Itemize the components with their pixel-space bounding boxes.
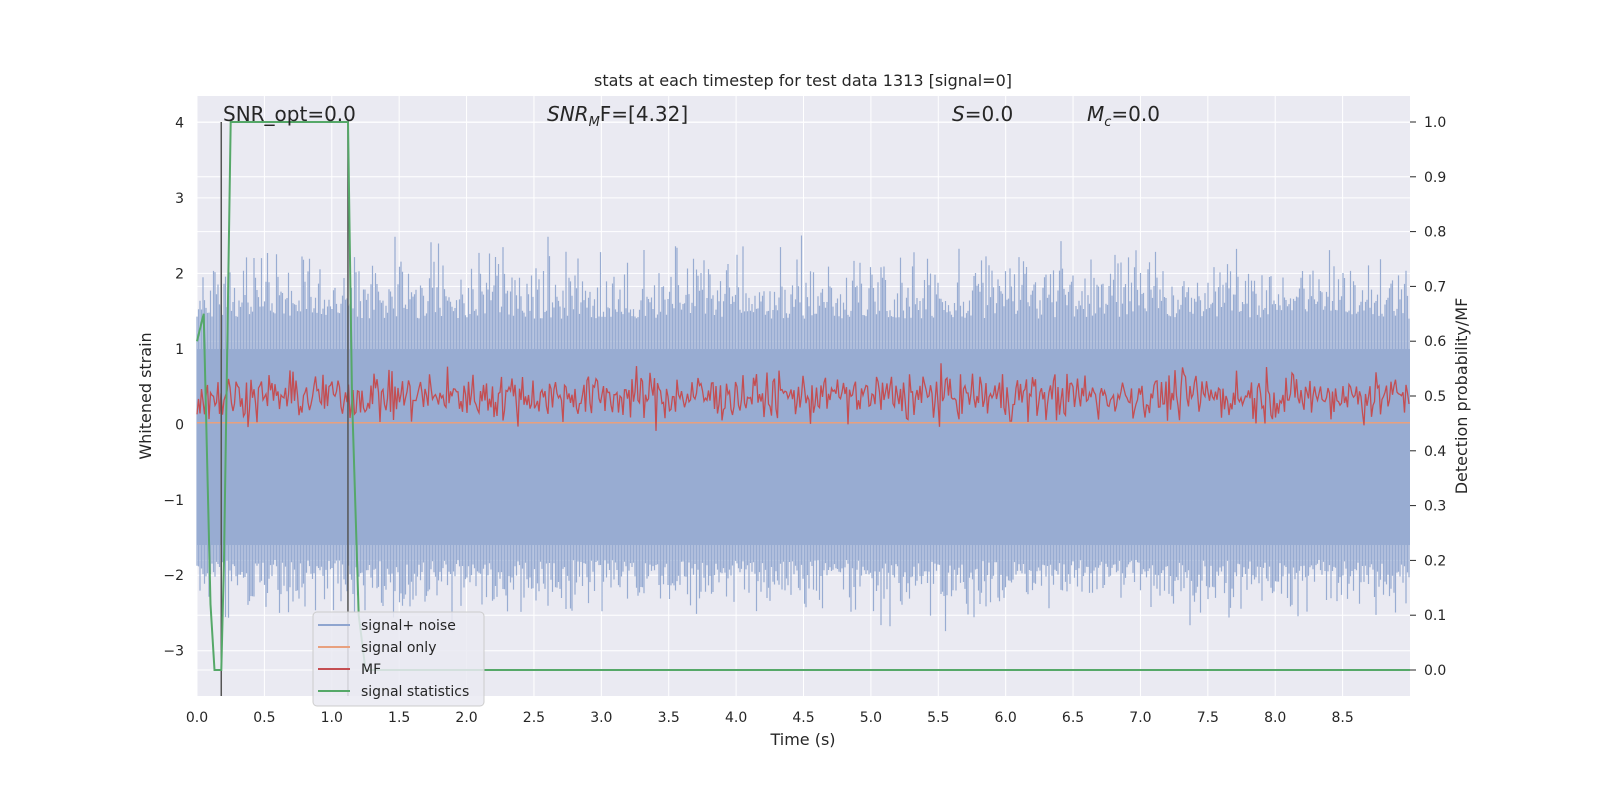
x-tick-label: 2.5 bbox=[523, 710, 545, 726]
annotation-s: S=0.0 bbox=[952, 102, 1013, 126]
annotation-mc-subscript: c bbox=[1104, 115, 1111, 130]
legend-label-signal-noise: signal+ noise bbox=[361, 618, 456, 634]
x-axis-label: Time (s) bbox=[769, 730, 835, 749]
y-left-tick-label: −1 bbox=[163, 493, 184, 509]
annotation-s-value: =0.0 bbox=[965, 102, 1014, 126]
y-left-axis-label: Whitened strain bbox=[136, 332, 155, 459]
x-tick-label: 4.5 bbox=[792, 710, 814, 726]
x-tick-label: 6.5 bbox=[1062, 710, 1084, 726]
annotation-snr-mf: SNRMF=[4.32] bbox=[547, 102, 688, 130]
y-left-tick-label: 0 bbox=[175, 417, 184, 433]
y-right-tick-label: 0.1 bbox=[1424, 608, 1446, 624]
annotation-mc-symbol: M bbox=[1087, 102, 1104, 126]
x-tick-label: 8.5 bbox=[1331, 710, 1353, 726]
y-right-axis-label: Detection probability/MF bbox=[1452, 298, 1471, 495]
y-right-axis-ticks: 1.0 0.9 0.8 0.7 0.6 0.5 0.4 0.3 0.2 0.1 0.0 bbox=[1410, 115, 1446, 679]
x-tick-label: 7.0 bbox=[1129, 710, 1151, 726]
legend-label-signal-only: signal only bbox=[361, 640, 436, 656]
y-left-tick-label: 4 bbox=[175, 115, 184, 131]
annotation-snr-mf-subscript: M bbox=[589, 115, 600, 130]
x-tick-label: 6.0 bbox=[995, 710, 1017, 726]
x-tick-label: 5.0 bbox=[860, 710, 882, 726]
y-right-tick-label: 0.7 bbox=[1424, 279, 1446, 295]
x-tick-label: 0.5 bbox=[253, 710, 275, 726]
y-left-axis-ticks: 4 3 2 1 0 −1 −2 −3 bbox=[163, 115, 184, 659]
y-right-tick-label: 0.0 bbox=[1424, 663, 1446, 679]
y-left-tick-label: −2 bbox=[163, 568, 184, 584]
x-tick-label: 1.5 bbox=[388, 710, 410, 726]
x-tick-label: 4.0 bbox=[725, 710, 747, 726]
x-tick-label: 3.5 bbox=[658, 710, 680, 726]
annotation-snr-opt: SNR_opt=0.0 bbox=[223, 102, 356, 126]
x-tick-label: 1.0 bbox=[321, 710, 343, 726]
y-right-tick-label: 0.9 bbox=[1424, 170, 1446, 186]
x-tick-label: 0.0 bbox=[186, 710, 208, 726]
signal-statistics-series bbox=[196, 121, 1410, 671]
y-right-tick-label: 0.4 bbox=[1424, 444, 1446, 460]
mf-series bbox=[196, 363, 1410, 431]
x-axis-ticks: 0.0 0.5 1.0 1.5 2.0 2.5 3.0 3.5 4.0 4.5 5.0 5.5 6.0 6… bbox=[186, 710, 1354, 726]
legend: signal+ noise signal only MF signal stat… bbox=[312, 611, 485, 707]
y-right-tick-label: 0.2 bbox=[1424, 553, 1446, 569]
vertical-markers bbox=[220, 122, 349, 696]
y-left-tick-label: 1 bbox=[175, 342, 184, 358]
y-left-tick-label: −3 bbox=[163, 644, 184, 660]
y-right-tick-label: 0.6 bbox=[1424, 334, 1446, 350]
annotation-snr-mf-value: F=[4.32] bbox=[600, 102, 688, 126]
annotation-snr-mf-symbol: SNR bbox=[547, 102, 589, 126]
annotation-s-symbol: S bbox=[952, 102, 965, 126]
y-right-tick-label: 0.5 bbox=[1424, 389, 1446, 405]
y-right-tick-label: 0.8 bbox=[1424, 225, 1446, 241]
x-tick-label: 8.0 bbox=[1264, 710, 1286, 726]
x-tick-label: 2.0 bbox=[455, 710, 477, 726]
y-right-tick-label: 0.3 bbox=[1424, 499, 1446, 515]
y-right-tick-label: 1.0 bbox=[1424, 115, 1446, 131]
noise-spikes bbox=[196, 235, 1410, 632]
legend-label-signal-statistics: signal statistics bbox=[361, 684, 469, 700]
annotation-mc: Mc=0.0 bbox=[1087, 102, 1160, 130]
x-tick-label: 3.0 bbox=[590, 710, 612, 726]
x-tick-label: 7.5 bbox=[1197, 710, 1219, 726]
mf-trace bbox=[196, 363, 1410, 431]
x-tick-label: 5.5 bbox=[927, 710, 949, 726]
y-left-tick-label: 3 bbox=[175, 191, 184, 207]
annotation-mc-value: =0.0 bbox=[1111, 102, 1160, 126]
y-left-tick-label: 2 bbox=[175, 266, 184, 282]
chart-title: stats at each timestep for test data 131… bbox=[594, 71, 1012, 90]
legend-label-mf: MF bbox=[361, 662, 381, 678]
legend-box bbox=[312, 611, 485, 707]
